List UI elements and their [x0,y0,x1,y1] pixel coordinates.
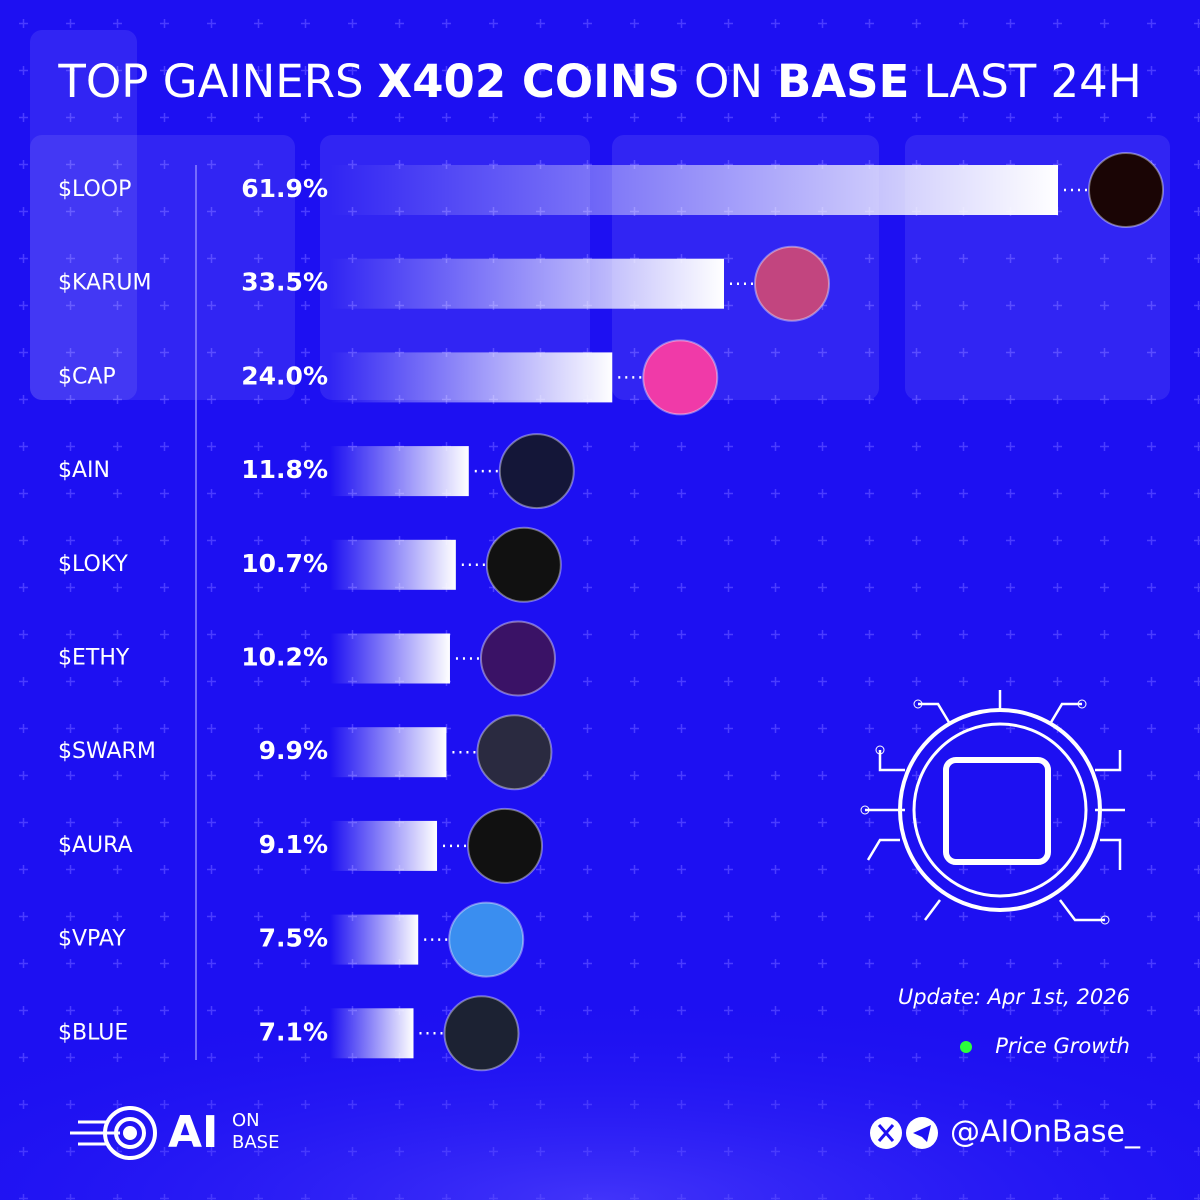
telegram-glyph [913,1125,931,1142]
update-note: Update: Apr 1st, 2026 [898,985,1130,1009]
bar [330,820,438,871]
floor-glow [0,900,1200,1200]
chart-title: TOP GAINERS X402 COINS ON BASE LAST 24H [57,55,1141,108]
category-label: $BLUE [58,1020,128,1045]
category-label: $AIN [58,458,110,483]
category-label: $AURA [58,833,133,858]
value-label: 7.1% [259,1017,328,1046]
bar [330,258,724,309]
brand-top: ON [232,1110,260,1131]
coin-icon [753,245,830,322]
category-label: $ETHY [58,646,130,671]
bar [330,1008,414,1059]
coin-icon [467,807,544,884]
handle: @AIOnBase_ [950,1115,1141,1150]
title-segment: ON [694,55,763,108]
brand-bottom: BASE [232,1132,279,1153]
title-segment: LAST 24H [923,55,1141,108]
category-label: $LOKY [58,552,128,577]
bar [330,165,1058,215]
category-label: $VPAY [58,927,126,952]
value-label: 9.9% [259,736,328,765]
category-label: $SWARM [58,739,156,764]
logo-icon [70,1106,157,1160]
coin-icon [485,526,562,603]
value-label: 10.7% [241,549,328,578]
brand-main: AI [168,1107,218,1158]
bar [330,352,613,403]
category-label: $KARUM [58,271,151,296]
bar [330,914,419,965]
value-label: 11.8% [241,455,328,484]
legend-label: Price Growth [995,1034,1130,1058]
bar [330,633,450,684]
value-label: 33.5% [241,268,328,297]
coin-icon [476,714,553,791]
title-segment: TOP GAINERS [57,55,363,108]
coin-icon [479,620,556,697]
coin-icon [443,995,520,1072]
coin-icon [642,339,719,416]
category-label: $LOOP [58,177,131,202]
bar [330,727,447,778]
legend-marker [960,1041,972,1053]
value-label: 9.1% [259,830,328,859]
coin-icon [498,433,575,510]
bar [330,539,456,590]
bar [330,446,469,497]
base-logo-decoration [860,690,1125,925]
coin-icon [448,901,525,978]
x-glyph [877,1124,895,1142]
category-label: $CAP [58,364,116,389]
coin-icon [1088,152,1164,228]
title-segment: X402 COINS [378,55,680,108]
value-label: 7.5% [259,924,328,953]
value-label: 10.2% [241,643,328,672]
value-label: 61.9% [241,174,328,203]
title-segment: BASE [777,55,909,108]
value-label: 24.0% [241,361,328,390]
